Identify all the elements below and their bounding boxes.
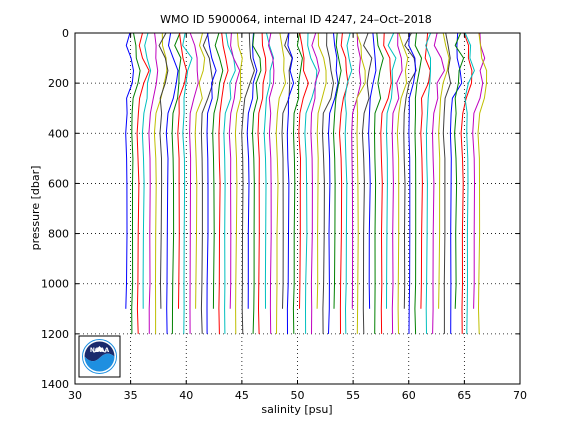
salinity-profile-line [141, 32, 152, 309]
salinity-profile-line [241, 32, 255, 334]
salinity-profile-line [338, 32, 349, 334]
x-axis-ticks: 30 35 40 45 50 55 60 65 70 [68, 33, 527, 402]
salinity-profile-line [194, 32, 206, 309]
salinity-profile-line [454, 32, 465, 309]
salinity-profile-line [263, 32, 275, 309]
x-tick-label: 40 [179, 389, 193, 402]
salinity-profile-line [344, 32, 353, 334]
salinity-profile-line [228, 32, 241, 309]
y-tick-label: 200 [48, 77, 69, 90]
y-tick-label: 1400 [41, 378, 69, 391]
salinity-profile-line [298, 32, 309, 309]
salinity-profile-line [380, 32, 392, 334]
x-tick-label: 30 [68, 389, 82, 402]
x-tick-label: 35 [124, 389, 138, 402]
salinity-profile-line [246, 32, 258, 309]
salinity-profile-line [251, 32, 262, 334]
salinity-profile-line [131, 32, 141, 334]
salinity-profile-line [316, 32, 327, 309]
salinity-profile-line [286, 32, 295, 334]
y-tick-label: 1000 [41, 278, 69, 291]
salinity-profile-line [310, 32, 320, 334]
salinity-profile-line [212, 32, 224, 309]
x-tick-label: 45 [235, 389, 249, 402]
salinity-profile-line [158, 32, 169, 309]
salinity-profile-line [431, 32, 445, 334]
grid [75, 33, 520, 384]
x-tick-label: 70 [513, 389, 527, 402]
y-tick-label: 400 [48, 127, 69, 140]
noaa-logo: NOAA [78, 335, 121, 378]
salinity-profile-line [403, 32, 417, 309]
y-tick-label: 1200 [41, 328, 69, 341]
salinity-profile-line [182, 32, 193, 334]
salinity-profile-line [171, 32, 182, 334]
y-tick-label: 800 [48, 228, 69, 241]
salinity-profile-line [351, 32, 362, 309]
salinity-profile-line [373, 32, 384, 334]
salinity-profile-line [292, 32, 303, 334]
x-tick-label: 65 [457, 389, 471, 402]
salinity-profile-line [200, 32, 214, 334]
salinity-profile-line [414, 32, 423, 334]
salinity-profile-line [165, 32, 179, 334]
salinity-profile-line [391, 32, 403, 334]
chart-title: WMO ID 5900064, internal ID 4247, 24–Oct… [160, 13, 432, 26]
salinity-profile-line [223, 32, 236, 334]
x-tick-label: 55 [346, 389, 360, 402]
salinity-profile-line [304, 32, 318, 334]
y-tick-label: 0 [62, 27, 69, 40]
y-axis-ticks: 0 200 400 600 800 1000 1200 1400 [41, 27, 520, 391]
salinity-profile-line [125, 32, 135, 309]
salinity-profile-line [148, 32, 159, 334]
salinity-profile-line [327, 32, 339, 334]
salinity-profile-line [425, 32, 432, 334]
y-tick-label: 600 [48, 177, 69, 190]
salinity-profile-line [368, 32, 377, 309]
profiles [125, 32, 488, 334]
salinity-profile-line [267, 32, 275, 334]
salinity-profile-line [460, 32, 473, 334]
salinity-profile-line [396, 32, 409, 334]
salinity-profile-line [361, 32, 373, 334]
salinity-profile-line [472, 32, 486, 309]
salinity-profile-line [408, 32, 417, 334]
salinity-profile-line [420, 32, 431, 309]
logo-bottom-half [84, 353, 115, 372]
salinity-profile-line [438, 32, 450, 309]
salinity-profile-line [464, 32, 475, 334]
salinity-profile-line [218, 32, 229, 334]
salinity-profile-line [449, 32, 463, 334]
salinity-profile-line [442, 32, 452, 334]
salinity-profile-line [177, 32, 188, 309]
x-tick-label: 50 [291, 389, 305, 402]
y-axis-label: pressure [dbar] [29, 166, 42, 251]
salinity-profile-line [275, 32, 287, 334]
salinity-profile-line [321, 32, 335, 334]
salinity-profile-line [206, 32, 217, 334]
logo-gull-icon [93, 346, 106, 353]
salinity-profile-line [257, 32, 267, 334]
salinity-profile-line [356, 32, 366, 334]
salinity-profile-line [332, 32, 342, 309]
logo-text: NOAA [90, 347, 110, 354]
salinity-profile-line [281, 32, 293, 309]
x-axis-label: salinity [psu] [261, 403, 332, 416]
salinity-profile-line [189, 32, 199, 334]
x-tick-label: 60 [402, 389, 416, 402]
salinity-profile-line [136, 32, 150, 334]
salinity-profile-line [477, 32, 488, 334]
salinity-profile-line [385, 32, 397, 309]
salinity-profile-line [234, 32, 243, 334]
